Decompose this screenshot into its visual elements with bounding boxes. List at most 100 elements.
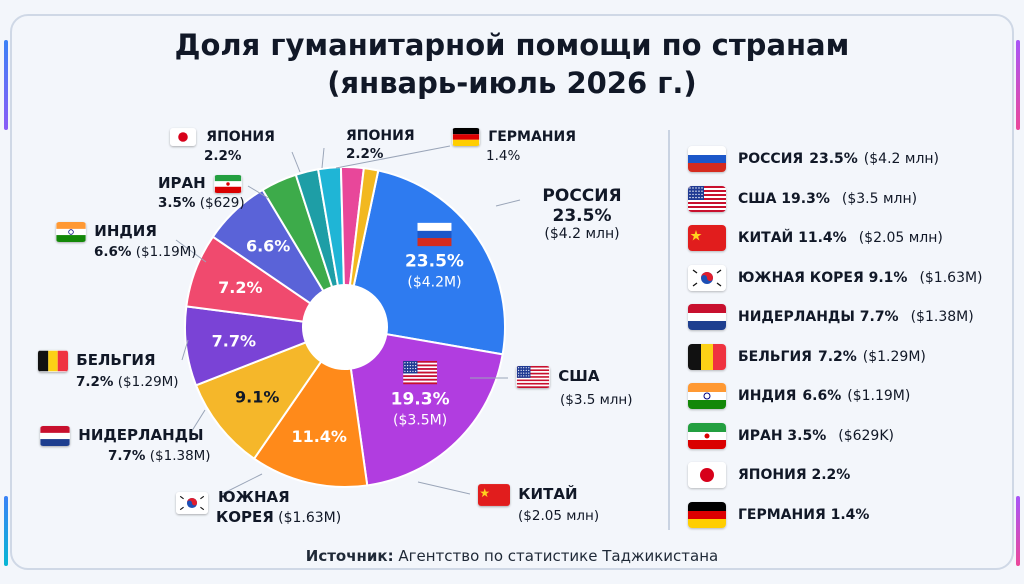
callout-russia-amt: ($4.2 млн) xyxy=(544,226,620,242)
callout-iran-name: ИРАН xyxy=(158,174,206,192)
india-flag-icon xyxy=(56,222,86,242)
callout-india-line2: 6.6% ($1.19M) xyxy=(94,244,197,260)
legend-item-amt: ($1.29M) xyxy=(862,348,926,365)
legend-item-pct: 7.2% xyxy=(817,348,857,365)
legend-item-name: ГЕРМАНИЯ 1.4% xyxy=(738,506,870,523)
source-line: Источник: Агентство по статистике Таджик… xyxy=(0,547,1024,565)
legend-item-amt: ($2.05 млн) xyxy=(858,230,943,246)
pie-chart: 23.5% ($4.2M) 19.3% ($3.5M) 11.4% 9.1% 7.7% 7.2… xyxy=(175,145,521,495)
belgium-flag-icon xyxy=(38,350,68,372)
leader-line-belgium xyxy=(181,339,189,361)
leader-line-china xyxy=(417,481,471,495)
japan-flag-icon xyxy=(170,128,196,146)
legend-item-amt: ($629K) xyxy=(838,427,894,444)
callout-iran-amt: ($629) xyxy=(199,195,245,211)
pie-amount-usa: ($3.5M) xyxy=(393,413,447,429)
usa-flag-icon xyxy=(688,185,726,212)
legend-item-belgium: БЕЛЬГИЯ 7.2% ($1.29M) xyxy=(688,342,926,372)
callout-japan-2: ЯПОНИЯ 2.2% xyxy=(346,128,415,162)
usa-slice-flag-icon xyxy=(403,360,438,385)
leader-line-russia xyxy=(495,199,521,207)
india-flag-icon xyxy=(688,383,726,409)
callout-netherlands-pct: 7.7% xyxy=(108,448,146,464)
legend-item-name: ИНДИЯ xyxy=(738,388,797,404)
chart-title-line1: Доля гуманитарной помощи по странам xyxy=(174,28,850,62)
callout-netherlands-amt: ($1.38M) xyxy=(149,448,211,464)
leader-line-japan xyxy=(321,147,325,169)
legend-item-name: РОССИЯ xyxy=(738,151,804,167)
legend-item-amt: ($1.19M) xyxy=(847,388,911,404)
callout-india-pct: 6.6% xyxy=(94,244,132,260)
callout-russia: РОССИЯ 23.5% ($4.2 млн) xyxy=(522,186,642,242)
callout-korea: ЮЖНАЯ КОРЕЯ ($1.63M) xyxy=(176,488,341,526)
legend-item-germany: ГЕРМАНИЯ 1.4% xyxy=(688,500,881,530)
iran-flag-icon xyxy=(214,175,242,193)
callout-korea-line2: КОРЕЯ ($1.63M) xyxy=(216,508,341,526)
belgium-flag-icon xyxy=(688,343,726,370)
callout-japan2-pct: 2.2% xyxy=(346,146,384,162)
callout-india: ИНДИЯ 6.6% ($1.19M) xyxy=(56,222,197,260)
legend-item-iran: ИРАН 3.5% ($629K) xyxy=(688,421,894,451)
korea-flag-icon xyxy=(688,264,726,291)
callout-india-amt: ($1.19M) xyxy=(135,244,197,260)
callout-belgium: БЕЛЬГИЯ 7.2% ($1.29M) xyxy=(38,350,179,390)
frame-border xyxy=(10,14,1014,570)
netherlands-flag-icon xyxy=(688,304,726,330)
pie-label-india: 6.6% xyxy=(246,237,290,256)
legend-item-netherlands: НИДЕРЛАНДЫ 7.7% ($1.38M) xyxy=(688,302,974,332)
callout-japan-1: ЯПОНИЯ 2.2% xyxy=(170,128,275,164)
legend: РОССИЯ 23.5% ($4.2 млн) США 19.3% ($3.5 млн)… xyxy=(668,130,1000,530)
callout-japan1-pct: 2.2% xyxy=(204,148,242,164)
legend-item-korea: ЮЖНАЯ КОРЕЯ 9.1% ($1.63M) xyxy=(688,263,983,293)
germany-flag-icon xyxy=(688,501,726,528)
legend-item-russia: РОССИЯ 23.5% ($4.2 млн) xyxy=(688,144,939,174)
russia-flag-icon xyxy=(688,146,726,172)
pie-label-netherlands: 7.7% xyxy=(212,332,256,351)
legend-item-usa: США 19.3% ($3.5 млн) xyxy=(688,184,917,214)
callout-usa-name: США xyxy=(558,367,600,385)
pie-label-korea: 9.1% xyxy=(235,388,279,407)
callout-belgium-line2: 7.2% ($1.29M) xyxy=(76,374,179,390)
legend-item-name: США 19.3% xyxy=(738,190,830,207)
legend-item-japan: ЯПОНИЯ 2.2% xyxy=(688,460,862,490)
legend-item-name: БЕЛЬГИЯ xyxy=(738,348,812,365)
callout-iran-pct: 3.5% xyxy=(158,195,196,211)
legend-item-name: КИТАЙ 11.4% xyxy=(738,230,847,246)
callout-germany-pct: 1.4% xyxy=(486,148,521,164)
pie-hole xyxy=(303,285,387,369)
callout-usa: США ($3.5 млн) xyxy=(516,366,633,408)
legend-item-name: ЮЖНАЯ КОРЕЯ 9.1% xyxy=(738,269,908,286)
pie-label-usa: 19.3% xyxy=(391,390,450,410)
callout-korea-name1: ЮЖНАЯ xyxy=(218,488,290,506)
callout-china: КИТАЙ ($2.05 млн) xyxy=(478,484,599,524)
callout-korea-name2: КОРЕЯ xyxy=(216,508,274,526)
leader-line-extra1 xyxy=(291,151,301,173)
callout-iran: ИРАН 3.5% ($629) xyxy=(158,174,245,211)
korea-flag-icon xyxy=(176,492,208,514)
accent-bar-bottom-right xyxy=(1016,496,1020,566)
accent-bar-bottom-left xyxy=(4,496,8,566)
leader-line-iran xyxy=(247,185,269,199)
netherlands-flag-icon xyxy=(40,426,70,446)
legend-item-amt: ($1.38M) xyxy=(910,309,974,325)
legend-item-amt: ($1.63M) xyxy=(919,269,983,286)
callout-germany-name: ГЕРМАНИЯ xyxy=(488,129,577,145)
callout-iran-line2: 3.5% ($629) xyxy=(158,195,245,211)
leader-line-india xyxy=(175,239,207,263)
callout-russia-pct: 23.5% xyxy=(552,206,612,226)
legend-item-pct: 23.5% xyxy=(809,151,858,167)
china-flag-icon xyxy=(478,484,510,506)
callout-germany: ГЕРМАНИЯ 1.4% xyxy=(452,128,576,164)
pie-label-belgium: 7.2% xyxy=(218,278,262,297)
source-label: Источник: xyxy=(305,547,394,565)
accent-bar-right xyxy=(1016,40,1020,130)
callout-russia-name: РОССИЯ xyxy=(542,186,622,206)
pie-label-russia: 23.5% xyxy=(405,251,464,271)
leader-line-korea xyxy=(221,473,263,495)
callout-netherlands: НИДЕРЛАНДЫ 7.7% ($1.38M) xyxy=(40,426,211,464)
pie-label-china: 11.4% xyxy=(291,427,347,446)
callout-china-amt: ($2.05 млн) xyxy=(518,508,600,524)
legend-item-name: НИДЕРЛАНДЫ 7.7% xyxy=(738,309,899,325)
russia-slice-flag-icon xyxy=(417,222,452,247)
